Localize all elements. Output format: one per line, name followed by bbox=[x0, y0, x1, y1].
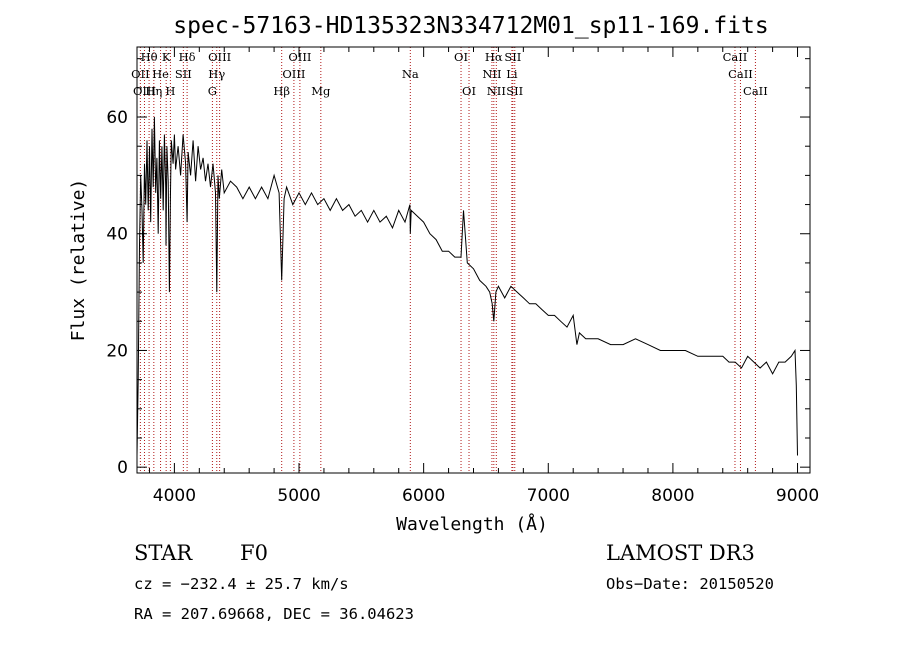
line-label-10: He bbox=[152, 67, 169, 81]
line-label-22: Hβ bbox=[273, 84, 290, 98]
line-label-11: SII bbox=[175, 67, 192, 81]
line-label-26: SII bbox=[506, 84, 523, 98]
line-label-21: G bbox=[208, 84, 217, 98]
y-tick-label-3: 60 bbox=[106, 108, 128, 128]
y-tick-label-1: 20 bbox=[106, 341, 128, 361]
y-tick-label-0: 0 bbox=[117, 458, 128, 478]
y-tick-label-2: 40 bbox=[106, 225, 128, 245]
y-axis-label: Flux (relative) bbox=[68, 179, 89, 342]
line-label-4: OIII bbox=[288, 50, 311, 64]
line-label-12: Hγ bbox=[208, 67, 225, 81]
line-label-5: OI bbox=[454, 50, 468, 64]
line-label-19: Hη bbox=[145, 84, 162, 98]
line-label-25: NII bbox=[487, 84, 506, 98]
line-label-17: CaII bbox=[728, 67, 753, 81]
line-label-14: Na bbox=[402, 67, 419, 81]
object-subclass: F0 bbox=[240, 541, 268, 565]
x-tick-label-2: 6000 bbox=[402, 486, 445, 506]
line-label-20: H bbox=[165, 84, 175, 98]
x-tick-label-5: 9000 bbox=[776, 486, 819, 506]
line-label-24: OI bbox=[462, 84, 476, 98]
x-axis-label: Wavelength (Å) bbox=[396, 513, 548, 535]
line-label-7: SII bbox=[504, 50, 521, 64]
line-label-1: K bbox=[162, 50, 171, 64]
chart-title: spec-57163-HD135323N334712M01_sp11-169.f… bbox=[173, 13, 768, 39]
x-tick-label-3: 7000 bbox=[527, 486, 570, 506]
spectrum-line bbox=[136, 116, 798, 456]
x-tick-label-1: 5000 bbox=[277, 486, 320, 506]
line-label-0: Hθ bbox=[141, 50, 158, 64]
x-tick-label-0: 4000 bbox=[153, 486, 196, 506]
observation-date: Obs−Date: 20150520 bbox=[606, 575, 774, 593]
line-label-27: CaII bbox=[743, 84, 768, 98]
x-axis-ticks: 4000 5000 6000 7000 8000 9000 bbox=[148, 47, 819, 506]
redshift-cz: cz = −232.4 ± 25.7 km/s bbox=[134, 575, 349, 593]
line-label-13: OIII bbox=[282, 67, 305, 81]
survey-name: LAMOST DR3 bbox=[606, 541, 755, 565]
line-label-15: NII bbox=[482, 67, 501, 81]
line-label-3: OIII bbox=[208, 50, 231, 64]
plot-frame bbox=[136, 46, 811, 474]
line-label-9: OII bbox=[131, 67, 150, 81]
x-tick-label-4: 8000 bbox=[651, 486, 694, 506]
coordinates: RA = 207.69668, DEC = 36.04623 bbox=[134, 605, 414, 623]
line-label-16: Li bbox=[506, 67, 518, 81]
line-label-8: CaII bbox=[723, 50, 748, 64]
spectral-line-markers bbox=[139, 47, 756, 473]
line-label-23: Mg bbox=[311, 84, 331, 98]
y-axis-ticks: 0 20 40 60 bbox=[106, 58, 810, 478]
object-class: STAR bbox=[134, 541, 193, 565]
line-label-2: Hδ bbox=[179, 50, 196, 64]
line-label-6: Hα bbox=[485, 50, 503, 64]
